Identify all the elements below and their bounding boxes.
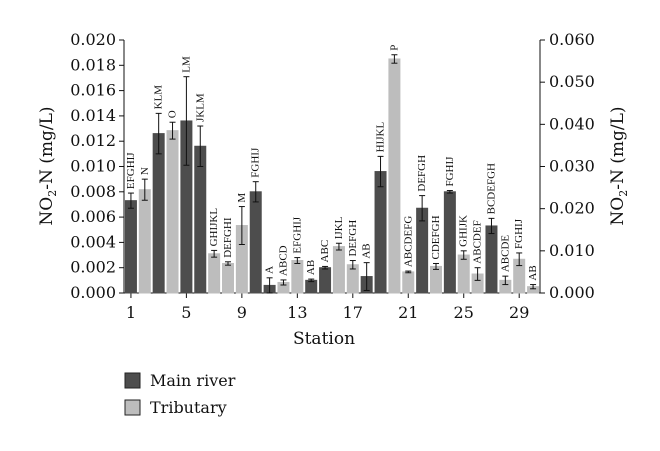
significance-label: GHIJKL [208,208,220,247]
significance-label: ABCD [277,245,289,276]
significance-label: AB [305,260,317,275]
bar [194,145,207,294]
left-tick-label: 0.004 [70,232,116,251]
significance-label: DEFGH [347,220,359,257]
x-tick-label: 25 [454,303,474,322]
significance-label: FGHIJ [444,156,456,187]
significance-label: JKLM [194,93,206,122]
right-tick-label: 0.060 [549,30,595,49]
left-tick-label: 0.020 [70,30,116,49]
left-axis-title: NO2-N (mg/L) [37,106,59,225]
bar [457,254,470,294]
significance-label: KLM [153,85,165,110]
significance-label: AB [527,265,539,280]
bar [374,171,387,294]
left-tick-label: 0.008 [70,182,116,201]
right-axis-ticks: 0.000 0.010 0.020 0.030 0.040 0.050 0.060 [540,30,595,302]
left-tick-label: 0.006 [70,207,116,226]
significance-label: IJKL [333,216,345,239]
bar [222,262,234,294]
left-tick-label: 0.002 [70,258,116,277]
legend-item-main-river: Main river [124,371,236,390]
significance-label: LM [180,56,192,73]
x-tick-label: 5 [181,303,191,322]
x-tick-label: 21 [398,303,418,322]
left-tick-label: 0.012 [70,131,116,150]
bar [319,267,332,294]
right-axis-title: NO2-N (mg/L) [608,106,630,225]
significance-label: DEFGHI [222,217,234,258]
legend-label-tributary: Tributary [150,398,227,417]
right-tick-label: 0.020 [549,199,595,218]
significance-label: EFGHIJ [125,152,137,189]
bar [388,58,401,294]
bar [305,279,318,294]
legend-swatch-tributary [124,399,141,416]
right-axis-title-rest: -N (mg/L) [608,106,628,189]
significance-label: HIJKL [375,122,387,153]
x-tick-label: 29 [509,303,529,322]
right-axis-title-subscript: 2 [617,190,630,197]
right-tick-label: 0.040 [549,114,595,133]
x-tick-label: 13 [287,303,307,322]
significance-label: N [139,167,151,175]
bar [138,189,151,294]
x-tick-label: 17 [343,303,363,322]
bar [402,271,415,294]
significance-label: FGHIJ [513,218,525,249]
x-axis-title: Station [293,329,355,349]
right-tick-label: 0.010 [549,241,595,260]
legend: Main river Tributary [124,371,236,417]
bar [443,191,456,294]
significance-label: CDEFGH [430,215,442,259]
x-axis-ticks: 1 5 9 13 17 21 25 29 [126,293,529,322]
bar [430,265,442,294]
significance-label: P [388,45,400,51]
right-tick-label: 0.000 [549,283,595,302]
left-axis-title-rest: -N (mg/L) [37,106,57,189]
right-tick-label: 0.050 [549,72,595,91]
significance-label: GHIJK [458,215,470,247]
bar [291,260,304,294]
left-tick-label: 0.014 [70,106,116,125]
left-axis-ticks: 0.000 0.002 0.004 0.006 0.008 0.010 0.012 0.014… [70,30,124,302]
significance-label: ABCDE [499,235,511,273]
left-tick-label: 0.018 [70,55,116,74]
significance-label: O [167,110,179,118]
significance-label: FGHIJ [250,147,262,178]
x-tick-label: 1 [126,303,136,322]
left-axis-title-subscript: 2 [46,190,59,197]
x-tick-label: 9 [237,303,247,322]
legend-item-tributary: Tributary [124,398,227,417]
significance-label: M [236,193,248,203]
left-tick-label: 0.016 [70,81,116,100]
significance-label: ABC [319,240,331,263]
bar [249,191,262,294]
significance-label: ABCDEFG [402,216,414,267]
significance-label: AB [361,243,373,258]
significance-label: A [264,266,276,274]
significance-label: BCDEFGH [485,163,497,214]
legend-swatch-main-river [124,372,141,389]
left-tick-label: 0.000 [70,283,116,302]
left-tick-label: 0.010 [70,157,116,176]
bar [332,246,345,294]
right-tick-label: 0.030 [549,157,595,176]
bar [485,225,498,294]
legend-label-main-river: Main river [150,371,236,390]
significance-label: EFGHIJ [291,216,303,253]
bar [208,253,221,294]
significance-label: ABCDEF [472,220,484,263]
significance-label: DEFGH [416,155,428,192]
bar [124,200,137,294]
bar [166,130,179,294]
bar [152,133,165,294]
